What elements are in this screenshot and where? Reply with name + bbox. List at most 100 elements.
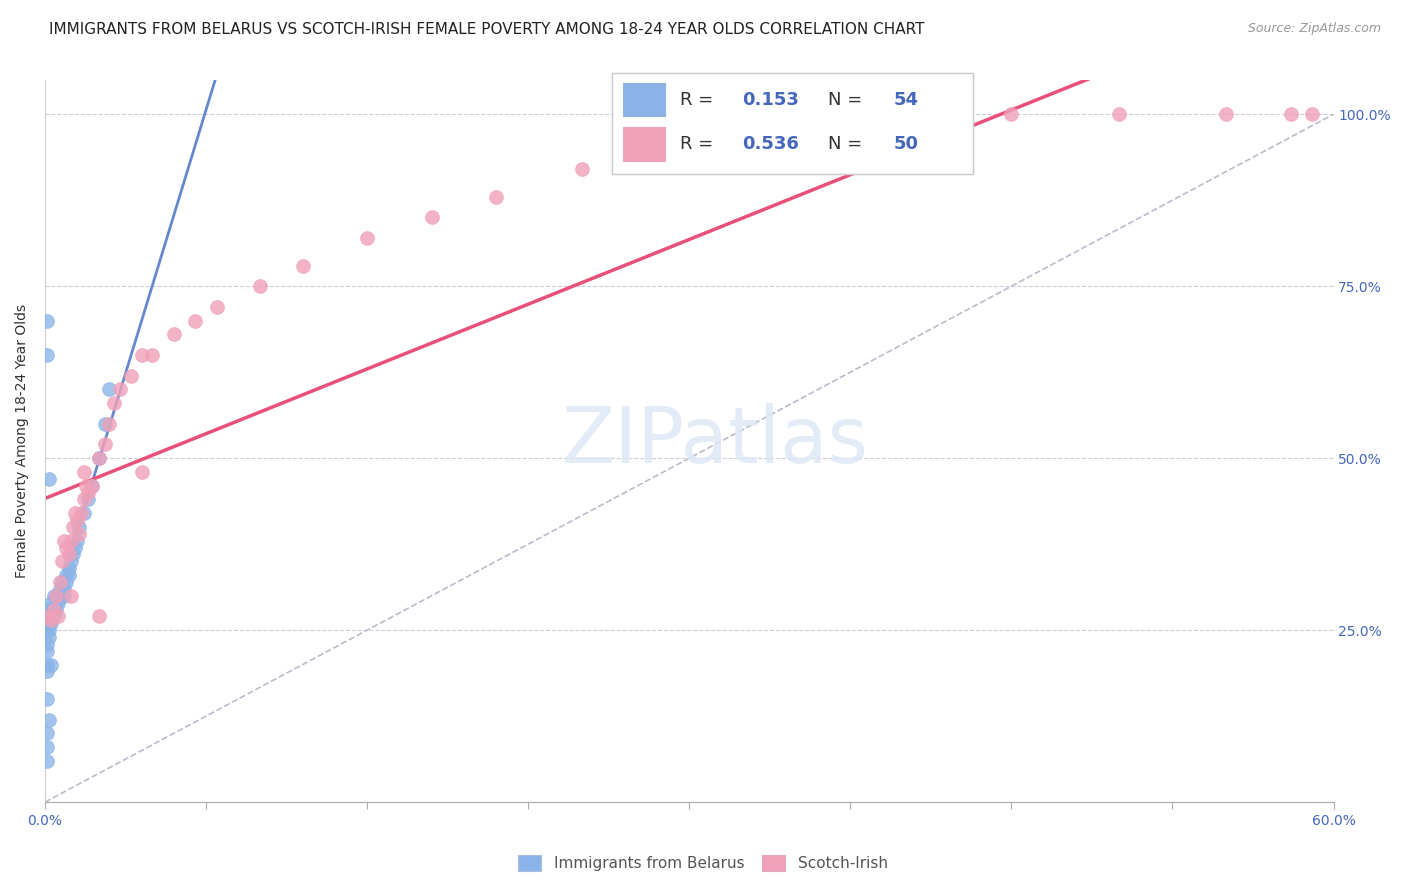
Point — [1215, 107, 1237, 121]
Point — [678, 142, 700, 156]
Point — [37, 665, 59, 679]
Point — [38, 616, 60, 631]
Point — [41, 613, 63, 627]
Point — [249, 279, 271, 293]
Point — [1301, 107, 1323, 121]
Point — [41, 657, 63, 672]
Point — [37, 623, 59, 637]
Point — [37, 644, 59, 658]
Point — [72, 465, 94, 479]
Point — [94, 437, 117, 451]
Point — [66, 513, 89, 527]
Y-axis label: Female Poverty Among 18-24 Year Olds: Female Poverty Among 18-24 Year Olds — [15, 304, 30, 578]
Point — [63, 506, 86, 520]
Point — [41, 596, 63, 610]
Point — [356, 231, 378, 245]
Point — [58, 548, 80, 562]
Point — [420, 211, 443, 225]
Point — [49, 589, 72, 603]
Point — [59, 533, 82, 548]
Point — [205, 300, 228, 314]
Point — [59, 589, 82, 603]
Point — [41, 616, 63, 631]
Point — [37, 609, 59, 624]
Point — [87, 609, 110, 624]
Point — [46, 596, 69, 610]
Point — [66, 533, 89, 548]
Point — [46, 609, 69, 624]
Point — [37, 692, 59, 706]
Point — [77, 485, 100, 500]
Point — [163, 327, 186, 342]
Point — [77, 492, 100, 507]
Point — [571, 162, 593, 177]
Point — [37, 754, 59, 768]
Point — [108, 383, 131, 397]
Point — [51, 554, 73, 568]
Point — [53, 582, 76, 596]
Point — [62, 548, 84, 562]
Point — [42, 609, 65, 624]
Point — [59, 554, 82, 568]
Point — [53, 589, 76, 603]
Point — [72, 492, 94, 507]
Point — [67, 520, 90, 534]
Point — [98, 417, 121, 431]
Point — [184, 313, 207, 327]
Point — [45, 602, 67, 616]
Point — [41, 609, 63, 624]
Point — [1108, 107, 1130, 121]
Point — [67, 526, 90, 541]
Point — [87, 451, 110, 466]
Point — [75, 479, 97, 493]
Point — [120, 368, 142, 383]
Point — [786, 128, 808, 142]
Point — [45, 589, 67, 603]
Point — [51, 574, 73, 589]
Point — [62, 520, 84, 534]
Text: ZIPatlas: ZIPatlas — [561, 403, 869, 479]
Point — [82, 479, 104, 493]
Point — [37, 637, 59, 651]
Point — [87, 451, 110, 466]
Point — [38, 602, 60, 616]
Point — [893, 114, 915, 128]
Point — [131, 465, 153, 479]
Point — [141, 348, 163, 362]
Point — [291, 259, 314, 273]
Point — [41, 602, 63, 616]
Text: Source: ZipAtlas.com: Source: ZipAtlas.com — [1247, 22, 1381, 36]
Point — [1279, 107, 1302, 121]
Point — [37, 602, 59, 616]
Point — [38, 713, 60, 727]
Point — [131, 348, 153, 362]
Point — [46, 589, 69, 603]
Point — [37, 616, 59, 631]
Point — [485, 190, 508, 204]
Point — [98, 383, 121, 397]
Point — [38, 623, 60, 637]
Point — [37, 740, 59, 755]
Point — [45, 596, 67, 610]
Point — [82, 479, 104, 493]
Point — [55, 541, 77, 555]
Point — [37, 348, 59, 362]
Point — [72, 506, 94, 520]
Point — [37, 657, 59, 672]
Point — [38, 609, 60, 624]
Legend: Immigrants from Belarus, Scotch-Irish: Immigrants from Belarus, Scotch-Irish — [512, 849, 894, 877]
Point — [38, 472, 60, 486]
Point — [37, 313, 59, 327]
Point — [63, 541, 86, 555]
Point — [58, 561, 80, 575]
Point — [42, 602, 65, 616]
Point — [1000, 107, 1022, 121]
Point — [55, 574, 77, 589]
Point — [49, 582, 72, 596]
Point — [42, 589, 65, 603]
Point — [103, 396, 125, 410]
Point — [38, 630, 60, 644]
Point — [58, 568, 80, 582]
Point — [49, 574, 72, 589]
Point — [55, 568, 77, 582]
